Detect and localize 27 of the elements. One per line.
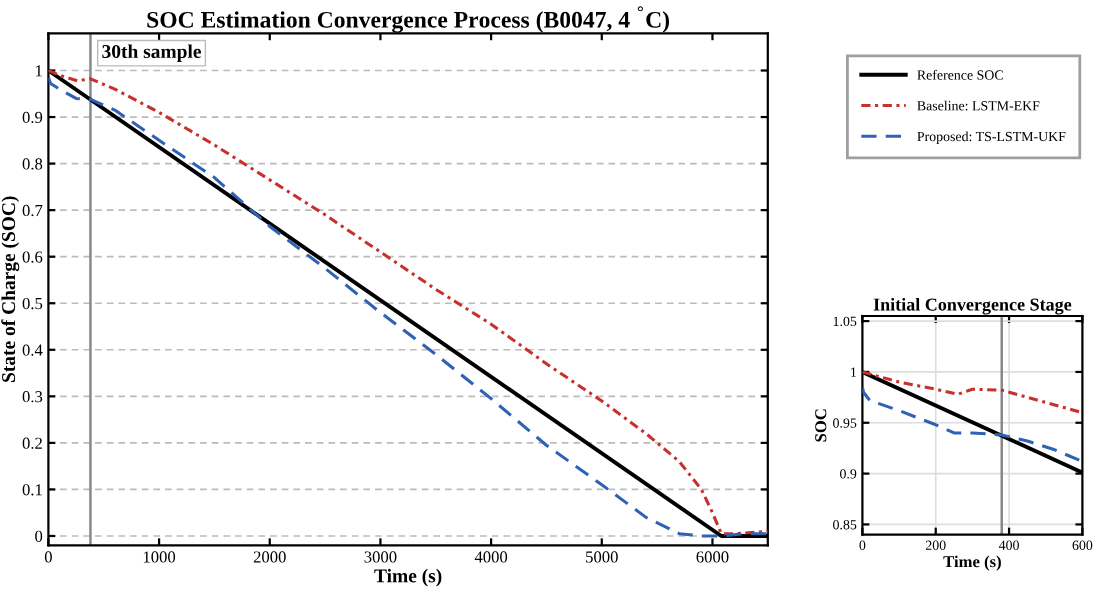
y-tick-label: 1 [35,65,42,77]
chart-title: SOC Estimation Convergence Process (B0047, 4 $^{°}$C) [147,6,670,33]
y-tick-label: 0.6 [22,251,43,263]
y-tick-label: 0 [35,530,43,542]
x-tick-label: 3000 [364,551,397,563]
y-tick-label: 0.9 [22,111,43,124]
line-series [862,370,1083,415]
x-tick-label: 4000 [474,551,508,563]
y-tick-label: 0.7 [22,204,43,217]
x-axis-title: Time (s) [374,568,442,587]
x-tick-label: 6000 [696,551,729,563]
y-axis-title: State of Charge (SOC) [1,196,20,382]
y-tick-label: 0.1 [22,484,42,496]
x-tick-label: 0 [44,551,52,563]
y-tick-label: 0.4 [22,344,43,356]
y-tick-label: 0.5 [22,297,43,310]
line-series [862,385,1083,463]
y-tick-label: 0.8 [22,158,43,170]
y-axis-title: SOC [815,409,827,442]
x-tick-label: 5000 [586,551,618,563]
y-tick-label: 0.3 [22,391,43,403]
chart-title: Initial Convergence Stage [873,297,1072,315]
x-axis-title: Time (s) [943,555,1001,571]
ref-line-label: 30th sample [102,44,201,63]
x-tick-label: 1000 [143,551,176,563]
x-tick-label: 2000 [253,551,286,563]
y-tick-label: 0.2 [22,437,42,449]
